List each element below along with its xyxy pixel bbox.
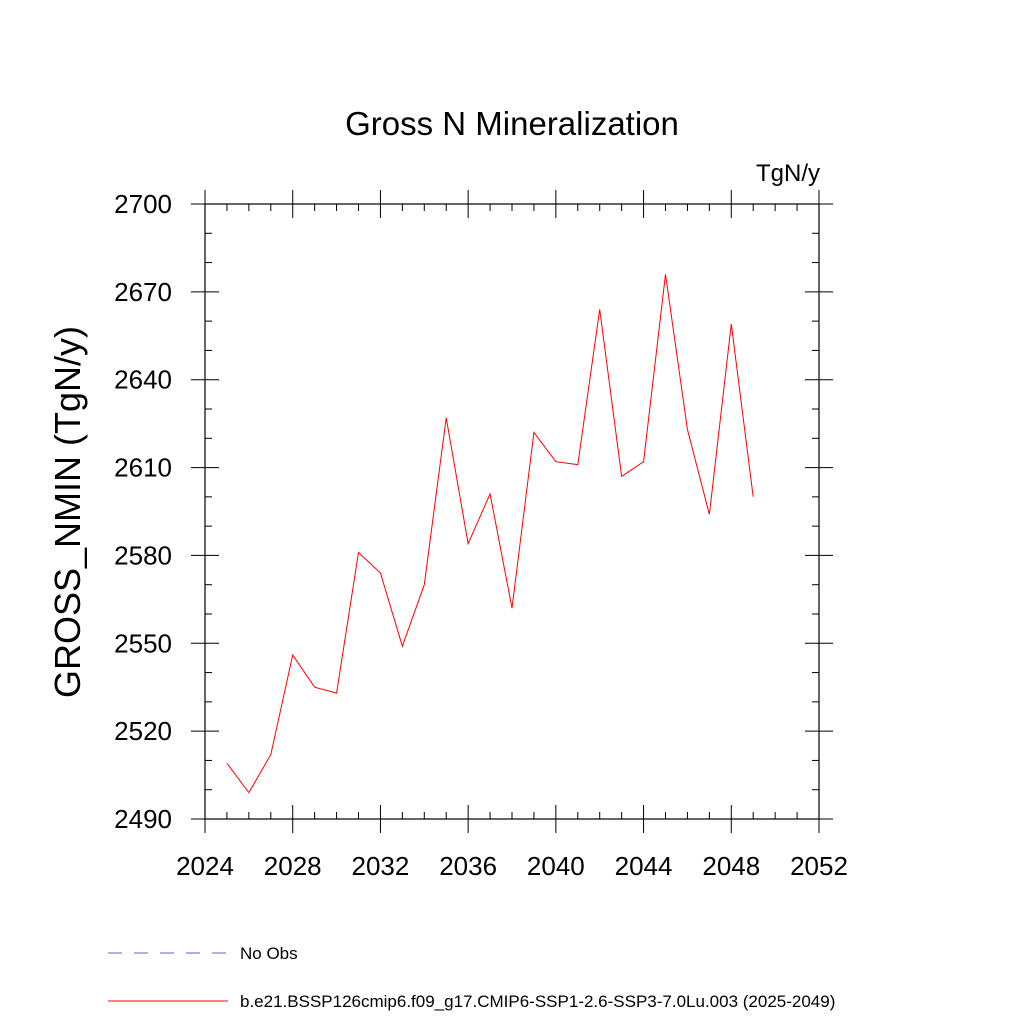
- plot-frame: [204, 203, 820, 820]
- legend: No Obs b.e21.BSSP126cmip6.f09_g17.CMIP6-S…: [108, 944, 835, 1011]
- x-tick-label: 2036: [439, 851, 497, 881]
- y-tick-label: 2520: [114, 716, 172, 746]
- legend-label: b.e21.BSSP126cmip6.f09_g17.CMIP6-SSP1-2.…: [240, 992, 835, 1011]
- legend-label: No Obs: [240, 944, 298, 963]
- y-tick-label: 2670: [114, 277, 172, 307]
- y-tick-label: 2610: [114, 453, 172, 483]
- x-tick-label: 2048: [702, 851, 760, 881]
- axis-tick-labels: 2024 2028 2032 2036 2040 2044 2048 2052 2490 2520…: [114, 189, 848, 881]
- y-tick-label: 2640: [114, 365, 172, 395]
- x-tick-label: 2040: [527, 851, 585, 881]
- x-tick-label: 2032: [352, 851, 410, 881]
- x-tick-label: 2024: [176, 851, 234, 881]
- y-tick-label: 2490: [114, 804, 172, 834]
- x-tick-label: 2028: [264, 851, 322, 881]
- y-axis-label: GROSS_NMIN (TgN/y): [47, 326, 88, 698]
- series-line: [226, 274, 754, 794]
- y-tick-label: 2700: [114, 189, 172, 219]
- y-tick-label: 2580: [114, 540, 172, 570]
- axis-ticks: [191, 190, 833, 833]
- x-tick-label: 2044: [615, 851, 673, 881]
- units-label: TgN/y: [756, 160, 820, 187]
- y-tick-label: 2550: [114, 628, 172, 658]
- chart-title: Gross N Mineralization: [345, 105, 679, 142]
- series-layer: [226, 274, 754, 794]
- x-tick-label: 2052: [790, 851, 848, 881]
